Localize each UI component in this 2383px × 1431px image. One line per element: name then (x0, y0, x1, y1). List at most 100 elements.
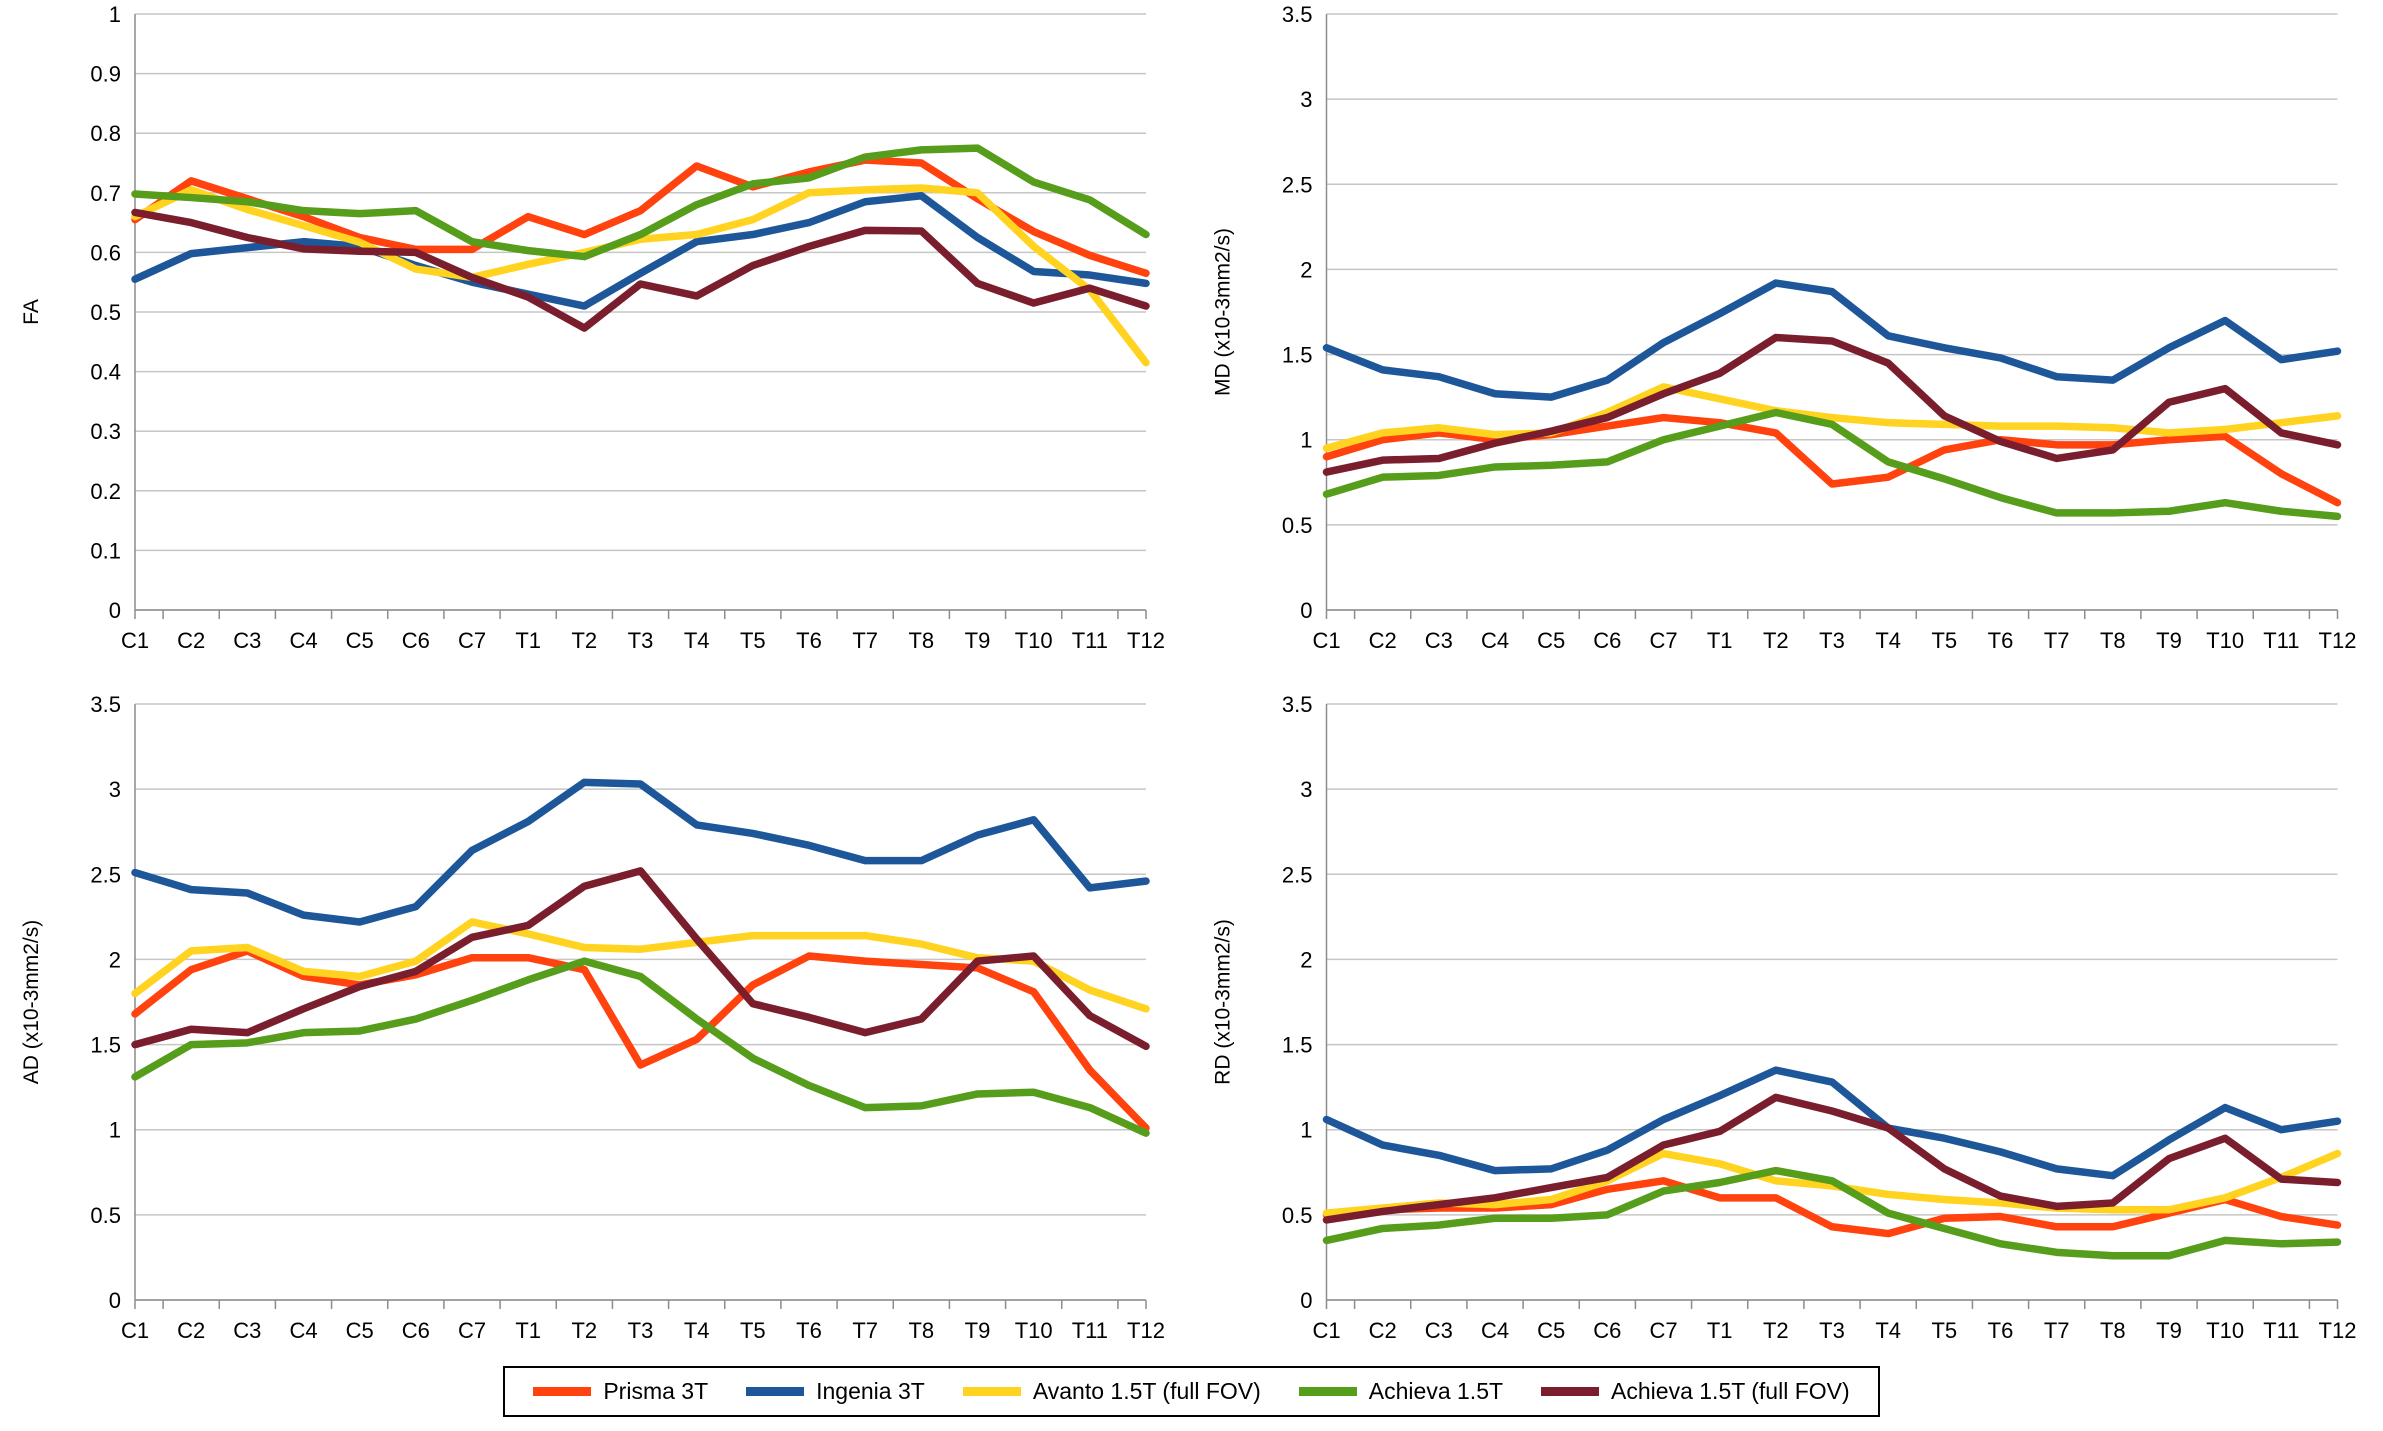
y-tick-label: 1.5 (90, 1033, 121, 1058)
y-tick-label: 3.5 (90, 692, 121, 717)
x-category-label: C1 (121, 1318, 149, 1343)
y-tick-label: 1 (109, 1118, 121, 1143)
series-line-ingenia-3t (131, 192, 1150, 310)
legend: Prisma 3T Ingenia 3T Avanto 1.5T (full FOV… (0, 1366, 2383, 1417)
y-tick-label: 0.5 (90, 300, 121, 325)
x-category-label: T10 (1015, 628, 1053, 653)
x-category-label: T5 (740, 1318, 766, 1343)
x-category-label: T4 (1875, 1318, 1901, 1343)
series-line-ingenia-3t (1322, 1066, 2342, 1180)
md-chart: 0 0.5 1 1.5 2 2.5 3 3.5 C1 C2 C3 C4 C5 C6 C7 T1 T2 T3 T4 T5… (1190, 0, 2383, 680)
x-category-label: T11 (1072, 628, 1108, 653)
legend-item: Achieva 1.5T (1298, 1378, 1503, 1405)
x-category-label: C5 (1537, 1318, 1565, 1343)
ad-plot: 0 0.5 1 1.5 2 2.5 3 3.5 C1 C2 C3 C4 C5 C6 C7 T1 T2 T3 T4 T5… (20, 692, 1165, 1343)
x-category-label: C1 (1312, 1318, 1340, 1343)
x-category-label: C4 (1481, 628, 1509, 653)
x-category-label: T8 (908, 1318, 934, 1343)
y-tick-label: 0.4 (90, 360, 121, 385)
y-tick-label: 0.6 (90, 240, 121, 265)
x-category-label: T9 (965, 1318, 991, 1343)
x-category-label: C2 (177, 628, 205, 653)
rd-plot: 0 0.5 1 1.5 2 2.5 3 3.5 C1 C2 C3 C4 C5 C6 C7 T1 T2 T3 T4 T5… (1212, 692, 2357, 1343)
x-category-label: T6 (1988, 1318, 2014, 1343)
x-category-label: C4 (1481, 1318, 1509, 1343)
series-line-achieva-1-5t-full-fov (131, 208, 1150, 332)
x-category-label: C3 (233, 628, 261, 653)
x-category-label: C3 (233, 1318, 261, 1343)
x-category-label: C7 (458, 1318, 486, 1343)
x-category-label: C1 (1312, 628, 1340, 653)
x-category-label: T8 (2100, 628, 2126, 653)
x-category-label: T10 (2206, 1318, 2244, 1343)
x-category-label: T9 (2156, 1318, 2182, 1343)
x-category-label: T12 (2319, 1318, 2357, 1343)
y-tick-label: 1 (109, 2, 121, 27)
fa-chart: 0 0.1 0.2 0.3 0.4 0.5 0.6 0.7 0.8 0.9 1 C1 C2 C3 C4 C5 C… (0, 0, 1190, 680)
y-tick-label: 0.1 (90, 538, 121, 563)
series-line-ingenia-3t (131, 778, 1150, 926)
y-tick-label: 2 (1300, 947, 1312, 972)
y-tick-label: 0 (1300, 598, 1312, 623)
x-category-label: C7 (1649, 628, 1677, 653)
x-category-label: C2 (177, 1318, 205, 1343)
x-category-label: T12 (1127, 628, 1165, 653)
series-line-achieva-1-5t (1322, 1166, 2342, 1260)
legend-line-swatch (533, 1387, 592, 1396)
legend-line-swatch (1298, 1387, 1357, 1396)
x-category-label: C2 (1369, 1318, 1397, 1343)
x-category-label: C6 (402, 1318, 430, 1343)
y-axis-title: MD (x10-3mm2/s) (1212, 228, 1235, 396)
x-category-label: C5 (346, 1318, 374, 1343)
x-category-label: T4 (684, 1318, 710, 1343)
x-category-label: T2 (571, 628, 597, 653)
ad-chart: 0 0.5 1 1.5 2 2.5 3 3.5 C1 C2 C3 C4 C5 C6 C7 T1 T2 T3 T4 T5… (0, 690, 1190, 1370)
md-plot: 0 0.5 1 1.5 2 2.5 3 3.5 C1 C2 C3 C4 C5 C6 C7 T1 T2 T3 T4 T5… (1212, 2, 2357, 653)
x-category-label: T1 (1707, 1318, 1733, 1343)
y-tick-label: 2.5 (1282, 172, 1313, 197)
x-category-label: T1 (1707, 628, 1733, 653)
x-category-label: T8 (908, 628, 934, 653)
x-category-label: C2 (1369, 628, 1397, 653)
series-line-achieva-1-5t (131, 144, 1150, 261)
y-tick-label: 3 (1300, 87, 1312, 112)
y-tick-label: 3.5 (1282, 692, 1313, 717)
y-tick-label: 0.9 (90, 62, 121, 87)
legend-label: Avanto 1.5T (full FOV) (1032, 1378, 1261, 1404)
x-category-label: C4 (289, 1318, 317, 1343)
y-tick-label: 0 (109, 1288, 121, 1313)
x-category-label: T6 (1988, 628, 2014, 653)
y-tick-label: 0 (109, 598, 121, 623)
series-line-avanto-1-5t-full-fov (1322, 383, 2342, 452)
series-line-ingenia-3t (1322, 279, 2342, 401)
y-tick-label: 0.5 (90, 1203, 121, 1228)
y-tick-label: 0.3 (90, 419, 121, 444)
y-tick-label: 0.5 (1282, 513, 1313, 538)
x-category-label: T2 (1763, 628, 1789, 653)
y-tick-label: 1.5 (1282, 343, 1313, 368)
x-category-label: T10 (2206, 628, 2244, 653)
series-line-achieva-1-5t-full-fov (131, 867, 1150, 1051)
x-category-label: T11 (1072, 1318, 1108, 1343)
x-category-label: T5 (1931, 628, 1957, 653)
x-category-label: C3 (1425, 1318, 1453, 1343)
x-category-label: T12 (2319, 628, 2357, 653)
y-tick-label: 0 (1300, 1288, 1312, 1313)
x-category-label: T6 (796, 628, 822, 653)
series-line-achieva-1-5t-full-fov (1322, 333, 2342, 476)
x-category-label: T7 (852, 1318, 878, 1343)
series-line-avanto-1-5t-full-fov (131, 918, 1150, 1013)
x-category-label: T1 (515, 1318, 541, 1343)
x-category-label: T6 (796, 1318, 822, 1343)
y-axis-title: AD (x10-3mm2/s) (20, 920, 43, 1085)
x-category-label: T8 (2100, 1318, 2126, 1343)
y-tick-label: 1 (1300, 1118, 1312, 1143)
legend-line-swatch (746, 1387, 805, 1396)
y-tick-label: 2 (109, 947, 121, 972)
x-category-label: T3 (1819, 1318, 1845, 1343)
y-tick-label: 2 (1300, 257, 1312, 282)
x-category-label: C6 (1593, 628, 1621, 653)
legend-line-swatch (1541, 1387, 1600, 1396)
x-category-label: C4 (289, 628, 317, 653)
x-category-label: T12 (1127, 1318, 1165, 1343)
